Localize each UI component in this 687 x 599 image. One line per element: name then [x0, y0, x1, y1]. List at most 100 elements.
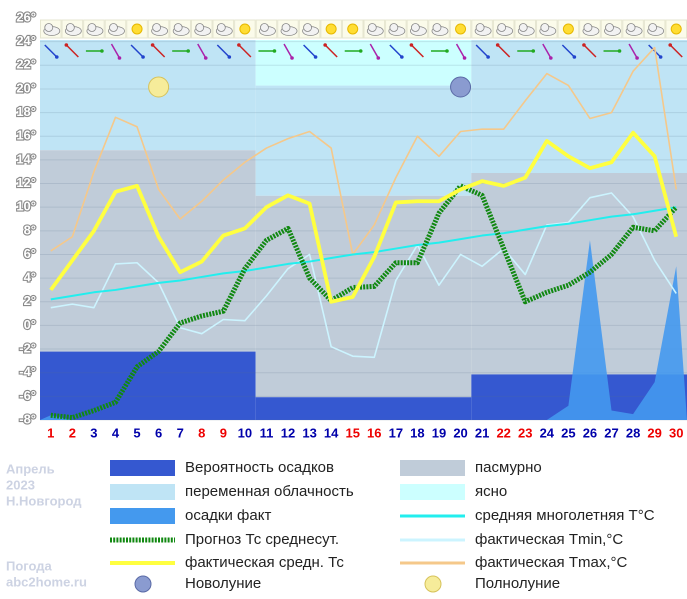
wind-arrow	[65, 44, 79, 58]
x-tick-label: 3	[90, 425, 97, 440]
legend-label: Вероятность осадков	[185, 459, 334, 476]
wind-arrow-head	[658, 55, 663, 59]
x-tick-label: 23	[518, 425, 532, 440]
x-tick-label: 24	[540, 425, 555, 440]
wind-arrow	[283, 43, 293, 59]
wind-arrow-head	[117, 56, 122, 60]
series-line	[50, 192, 677, 359]
x-tick-label: 5	[133, 425, 140, 440]
new-moon	[450, 76, 472, 98]
cloud-icon	[216, 23, 226, 32]
wind-arrow	[324, 44, 338, 58]
legend-swatch	[110, 460, 175, 476]
sky-layer	[255, 397, 472, 420]
legend-label: фактическая Tmin,°C	[475, 531, 623, 548]
legend-label: фактическая средн. Тс	[185, 554, 344, 571]
wind-arrow-head	[141, 55, 145, 59]
wind-arrow-head	[313, 55, 318, 59]
cloud-icon	[518, 23, 528, 32]
series-line	[49, 130, 679, 304]
wind-arrow-head	[272, 49, 277, 53]
x-tick-label: 25	[561, 425, 575, 440]
legend-swatch	[400, 484, 465, 500]
wind-arrow-head	[290, 56, 294, 60]
x-tick-label: 17	[389, 425, 403, 440]
x-tick-label: 14	[324, 425, 339, 440]
cloud-icon	[87, 23, 97, 32]
x-tick-label: 21	[475, 425, 489, 440]
sun-icon	[347, 23, 359, 35]
x-tick-label: 20	[453, 425, 467, 440]
source: Погода	[6, 558, 53, 573]
wind-arrow	[628, 43, 638, 59]
cloud-icon	[260, 23, 269, 32]
y-tick-label: -6°	[19, 388, 36, 403]
wind-arrow-head	[237, 43, 241, 47]
wind-arrow-head	[186, 49, 190, 53]
wind-arrow-head	[582, 43, 586, 47]
x-tick-label: 12	[281, 425, 295, 440]
wind-arrow-head	[668, 43, 673, 47]
sky-layer	[255, 195, 472, 398]
wind-arrow-head	[100, 49, 104, 53]
wind-arrow-head	[376, 56, 381, 60]
legend-label: ясно	[475, 483, 507, 500]
cloud-icon	[303, 23, 312, 32]
x-tick-label: 1	[47, 425, 54, 440]
x-tick-label: 6	[155, 425, 162, 440]
legend-label: фактическая Tmax,°C	[475, 554, 628, 571]
cloud-icon	[44, 23, 54, 32]
wind-arrow	[542, 43, 552, 59]
sky-layer	[255, 40, 472, 86]
x-tick-label: 11	[260, 425, 274, 440]
wind-arrow-head	[358, 49, 363, 53]
cloud-icon	[540, 23, 550, 32]
cloud-icon	[367, 23, 377, 32]
x-tick-label: 29	[647, 425, 661, 440]
y-tick-label: 16°	[16, 128, 36, 143]
x-tick-label: 18	[410, 425, 424, 440]
sky-layer	[255, 85, 472, 196]
y-tick-label: -2°	[19, 340, 36, 355]
y-tick-label: 10°	[16, 199, 36, 214]
cloud-icon	[389, 23, 399, 32]
wind-arrow	[369, 43, 379, 59]
sun-icon	[239, 23, 251, 35]
sky-layer	[40, 40, 256, 151]
legend-swatch	[110, 484, 175, 500]
month: Апрель	[6, 461, 55, 476]
wind-arrow	[561, 44, 575, 58]
wind-arrow-head	[549, 56, 553, 60]
sky-layer	[471, 40, 687, 173]
y-tick-label: 8°	[24, 222, 36, 237]
city: Н.Новгород	[6, 493, 82, 508]
wind-arrow-head	[409, 43, 414, 47]
legend-swatch	[110, 508, 175, 524]
wind-arrow	[152, 44, 166, 58]
wind-arrow	[455, 43, 466, 59]
cloud-icon	[583, 23, 593, 32]
legend-label: Полнолуние	[475, 575, 560, 592]
y-tick-label: 18°	[16, 104, 36, 119]
x-tick-label: 13	[302, 425, 316, 440]
wind-arrow-head	[486, 55, 490, 59]
site: abc2home.ru	[6, 574, 87, 589]
wind-arrow	[238, 44, 252, 58]
wind-arrow-head	[572, 55, 577, 59]
wind-arrow	[583, 44, 597, 58]
sky-layer	[40, 351, 256, 420]
cloud-icon	[626, 23, 636, 32]
wind-arrow-head	[462, 56, 467, 60]
wind-arrow-head	[64, 43, 69, 47]
x-tick-label: 2	[69, 425, 76, 440]
legend-label: Новолуние	[185, 575, 261, 592]
series-line	[50, 183, 679, 421]
legend-label: переменная облачность	[185, 483, 354, 500]
x-tick-label: 22	[496, 425, 510, 440]
wind-arrow	[110, 43, 121, 59]
cloud-icon	[281, 23, 291, 32]
cloud-icon	[432, 23, 442, 32]
cloud-icon	[195, 23, 205, 32]
x-tick-label: 8	[198, 425, 205, 440]
wind-arrow-head	[617, 49, 622, 53]
